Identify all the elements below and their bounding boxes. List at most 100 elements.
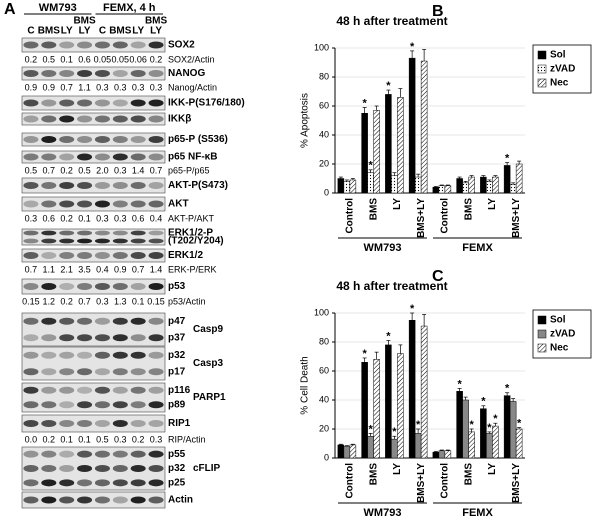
band bbox=[148, 200, 164, 208]
band bbox=[23, 230, 39, 236]
band bbox=[148, 401, 164, 409]
ratio-value: 0.05 bbox=[112, 54, 130, 64]
ratio-value: 0.3 bbox=[96, 296, 109, 306]
significance: * bbox=[362, 97, 367, 109]
band bbox=[94, 182, 110, 189]
ratio-value: 0.2 bbox=[43, 434, 56, 444]
blot-label: ERK1/2-P bbox=[168, 228, 213, 239]
band bbox=[148, 252, 164, 259]
band bbox=[59, 41, 75, 49]
lane-label: BMS bbox=[38, 26, 61, 37]
band bbox=[112, 230, 128, 236]
legend-swatch bbox=[537, 78, 547, 88]
band bbox=[59, 401, 75, 409]
bar bbox=[349, 179, 357, 194]
band bbox=[77, 238, 93, 244]
band bbox=[112, 70, 128, 77]
band bbox=[148, 465, 164, 472]
ratio-value: 0.15 bbox=[22, 296, 40, 306]
ratio-value: 0.9 bbox=[43, 82, 56, 92]
bar bbox=[391, 175, 398, 194]
band bbox=[77, 182, 93, 189]
band bbox=[130, 368, 146, 376]
band bbox=[112, 200, 128, 208]
band bbox=[77, 334, 93, 342]
bar bbox=[408, 320, 416, 459]
y-tick-label: 100 bbox=[314, 42, 329, 52]
band bbox=[94, 283, 110, 290]
band bbox=[23, 420, 39, 427]
bar bbox=[492, 176, 499, 194]
band bbox=[130, 252, 146, 259]
ratio-value: 0.4 bbox=[96, 264, 109, 274]
significance: * bbox=[493, 413, 498, 425]
significance: * bbox=[368, 160, 373, 172]
blot-label: SOX2 bbox=[168, 40, 195, 51]
ratio-value: 0.3 bbox=[25, 213, 38, 223]
band bbox=[130, 334, 146, 342]
band bbox=[41, 182, 57, 189]
x-tick-label: LY bbox=[487, 198, 498, 210]
x-tick-label: Control bbox=[440, 463, 451, 499]
band bbox=[130, 465, 146, 472]
y-tick-label: 40 bbox=[319, 394, 329, 404]
band bbox=[77, 386, 93, 394]
bar bbox=[349, 444, 357, 459]
band bbox=[23, 136, 39, 143]
bar bbox=[468, 431, 475, 459]
blot bbox=[21, 37, 166, 53]
chart-title: 48 h after treatment bbox=[336, 14, 447, 28]
blot bbox=[21, 414, 166, 433]
band bbox=[41, 136, 57, 143]
band bbox=[112, 115, 128, 123]
ratio-value: 0.2 bbox=[132, 434, 145, 444]
band bbox=[59, 386, 75, 394]
ratio-value: 2.0 bbox=[96, 165, 109, 175]
band bbox=[94, 420, 110, 427]
band bbox=[148, 386, 164, 394]
band bbox=[23, 450, 39, 458]
band bbox=[59, 420, 75, 427]
bar bbox=[480, 408, 487, 459]
band bbox=[41, 368, 57, 376]
ratio-value: 0.7 bbox=[43, 165, 56, 175]
band bbox=[23, 496, 39, 504]
ratio-value: 0.3 bbox=[150, 434, 163, 444]
ratio-value: 0.3 bbox=[114, 434, 127, 444]
bar bbox=[391, 438, 398, 459]
band bbox=[112, 420, 128, 427]
band bbox=[23, 334, 39, 342]
band bbox=[59, 465, 75, 472]
blot-name: cFLIP bbox=[193, 463, 221, 474]
y-tick-label: 60 bbox=[319, 100, 329, 110]
band bbox=[148, 479, 164, 487]
band bbox=[148, 136, 164, 143]
lane-group: FEMX, 4 h bbox=[103, 2, 156, 14]
band bbox=[59, 238, 75, 244]
band bbox=[130, 230, 146, 236]
band bbox=[112, 401, 128, 409]
band bbox=[59, 252, 75, 259]
band bbox=[112, 496, 128, 504]
ratio-value: 0.7 bbox=[78, 296, 91, 306]
significance: * bbox=[386, 330, 391, 342]
blot bbox=[21, 150, 166, 164]
band bbox=[148, 368, 164, 376]
ratio-value: 0.7 bbox=[150, 165, 163, 175]
significance: * bbox=[410, 41, 415, 53]
band bbox=[94, 368, 110, 376]
ratio-value: 0.3 bbox=[132, 82, 145, 92]
legend-label: Sol bbox=[550, 50, 566, 61]
band bbox=[94, 386, 110, 394]
ratio-value: 0.5 bbox=[78, 165, 91, 175]
band bbox=[23, 99, 39, 107]
band bbox=[41, 465, 57, 472]
blot bbox=[21, 177, 166, 194]
legend-label: Nec bbox=[550, 343, 569, 354]
ratio-value: 0.7 bbox=[60, 82, 73, 92]
significance: * bbox=[469, 419, 474, 431]
ratio-value: 0.6 bbox=[78, 54, 91, 64]
ratio-value: 0.7 bbox=[25, 264, 38, 274]
ratio-label: AKT-P/AKT bbox=[168, 213, 215, 223]
band bbox=[59, 450, 75, 458]
